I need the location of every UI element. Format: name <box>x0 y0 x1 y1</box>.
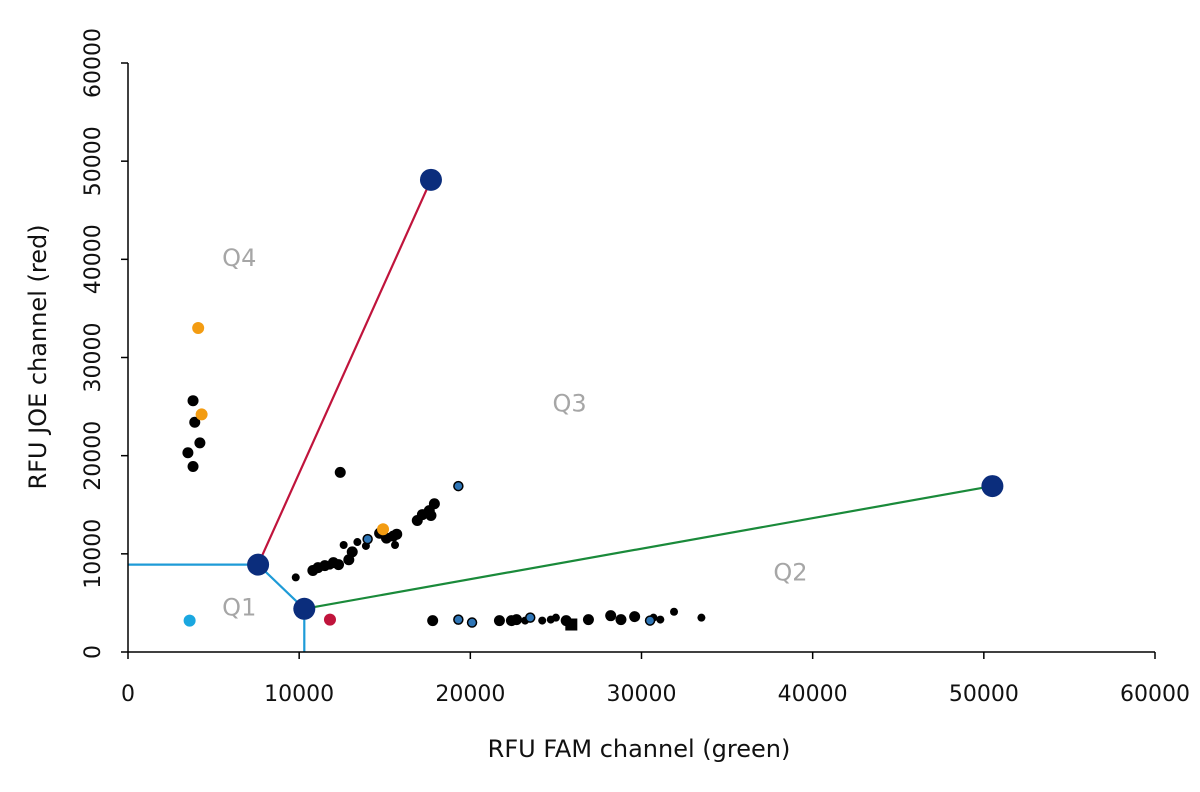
data-point <box>656 615 665 624</box>
anchor-point <box>247 553 270 576</box>
data-points <box>182 322 706 631</box>
data-point <box>428 498 440 510</box>
boundary-lines <box>128 179 993 652</box>
data-point <box>192 322 205 335</box>
x-tick-label: 40000 <box>778 682 848 707</box>
data-point <box>187 460 199 472</box>
data-point <box>195 408 208 421</box>
data-point <box>427 615 439 627</box>
data-point <box>346 546 358 558</box>
quadrant-labels: Q1 Q2 Q3 Q4 <box>222 244 807 621</box>
y-tick-label: 60000 <box>81 28 106 98</box>
y-tick-label: 10000 <box>81 519 106 589</box>
anchor-point <box>293 597 316 620</box>
q4-line <box>257 179 433 566</box>
x-tick-label: 20000 <box>435 682 505 707</box>
quadrant-label-q3: Q3 <box>553 389 587 417</box>
data-point <box>182 447 194 459</box>
data-point <box>582 614 594 626</box>
x-tick-label: 0 <box>121 682 135 707</box>
data-point <box>391 540 400 549</box>
x-tick-label: 10000 <box>264 682 334 707</box>
y-tick-label: 30000 <box>81 323 106 393</box>
data-point <box>629 611 641 623</box>
data-point <box>644 615 656 626</box>
data-point <box>189 416 201 428</box>
data-point <box>697 613 706 622</box>
data-point <box>605 610 617 622</box>
quadrant-label-q2: Q2 <box>773 558 807 586</box>
y-tick-label: 50000 <box>81 126 106 196</box>
y-tick-label: 40000 <box>81 224 106 294</box>
data-point <box>466 617 478 628</box>
x-tick-label: 50000 <box>949 682 1019 707</box>
tick-labels: 0 10000 20000 30000 40000 50000 60000 0 10000 200… <box>81 28 1190 707</box>
data-point <box>670 607 679 616</box>
quadrant-label-q4: Q4 <box>222 244 256 272</box>
data-point <box>425 510 437 522</box>
x-tick-label: 30000 <box>607 682 677 707</box>
data-point <box>524 612 536 623</box>
data-point <box>453 614 464 625</box>
data-point <box>291 573 300 582</box>
anchor-point <box>419 168 442 191</box>
q2-line <box>304 485 993 610</box>
anchor-points <box>247 168 1004 620</box>
data-point <box>538 616 547 625</box>
data-point <box>551 613 560 622</box>
data-point <box>323 613 336 626</box>
data-point <box>453 480 464 492</box>
data-point <box>194 437 206 449</box>
data-point <box>362 533 373 545</box>
data-point <box>353 538 362 547</box>
data-point <box>391 528 403 540</box>
y-tick-label: 0 <box>81 645 106 659</box>
data-point <box>334 466 346 478</box>
data-point <box>565 618 578 631</box>
axes <box>121 62 1156 659</box>
data-point <box>493 615 505 627</box>
data-point <box>187 395 199 407</box>
data-point <box>615 614 627 626</box>
y-tick-label: 20000 <box>81 421 106 491</box>
x-tick-label: 60000 <box>1120 682 1190 707</box>
q1-boundary <box>128 563 306 652</box>
x-axis-title: RFU FAM channel (green) <box>488 735 791 763</box>
data-point <box>377 523 390 536</box>
anchor-point <box>981 475 1004 498</box>
data-point <box>333 559 345 571</box>
data-point <box>511 614 523 626</box>
y-axis-title: RFU JOE channel (red) <box>24 224 52 489</box>
quadrant-label-q1: Q1 <box>222 594 256 622</box>
data-point <box>339 540 348 549</box>
data-point <box>183 614 196 627</box>
